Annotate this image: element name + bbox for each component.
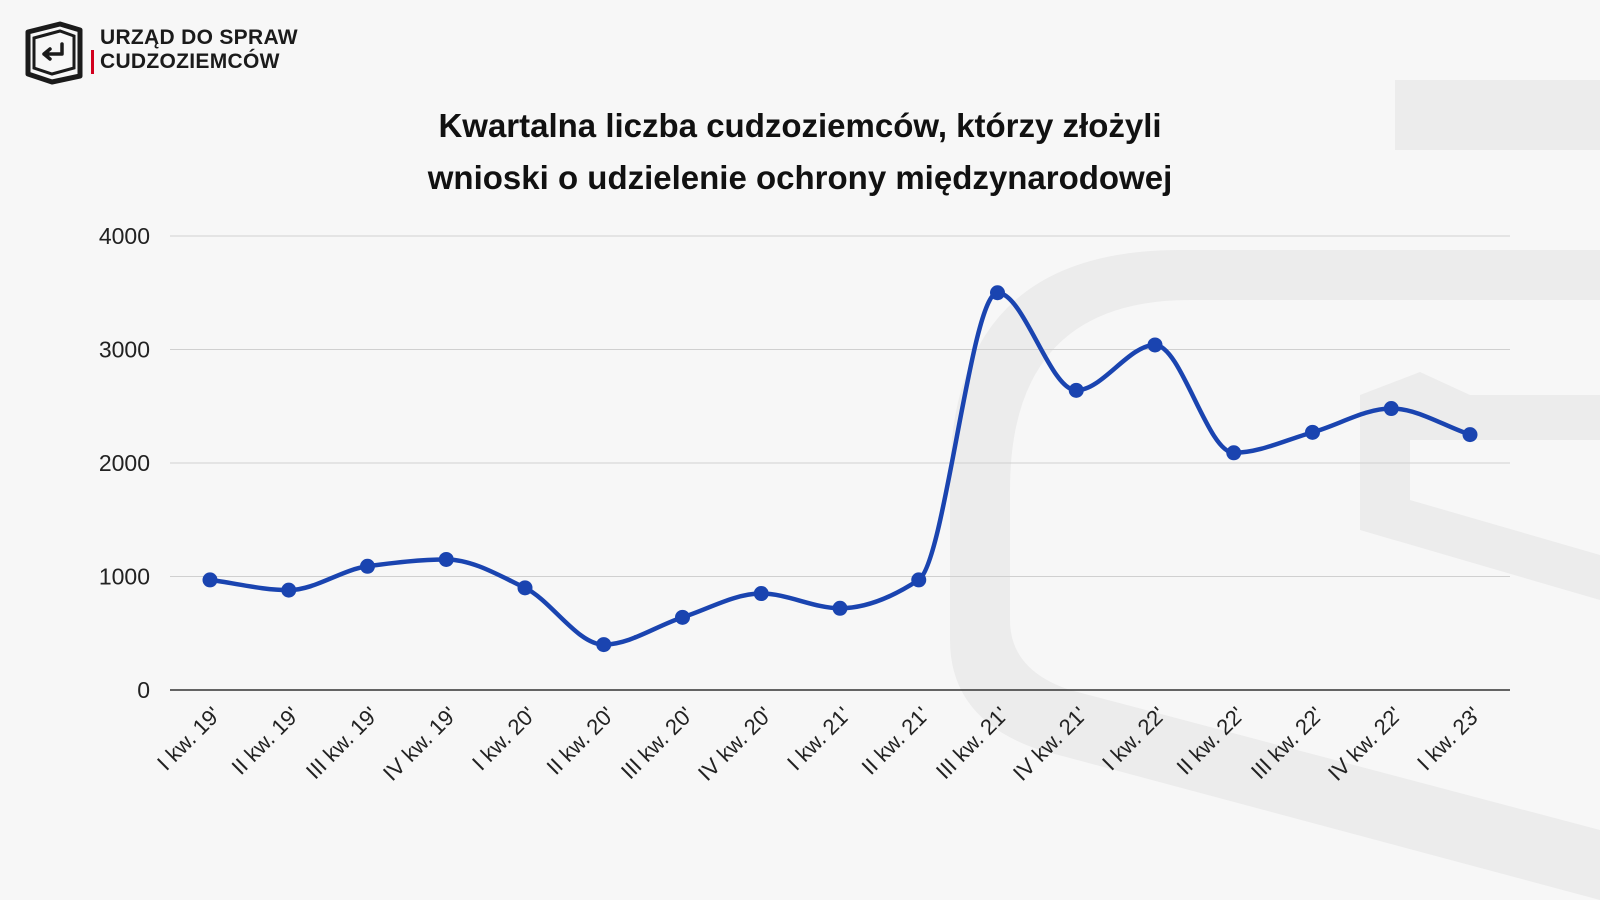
x-tick-label: III kw. 20' <box>616 702 698 784</box>
x-tick-label: III kw. 22' <box>1246 702 1328 784</box>
data-point <box>911 572 927 588</box>
grid-lines <box>170 235 1510 691</box>
data-point <box>1226 445 1242 461</box>
data-point <box>438 551 454 567</box>
data-point <box>517 580 533 596</box>
x-tick-label: I kw. 23' <box>1412 702 1485 775</box>
y-tick-label: 1000 <box>99 564 150 590</box>
x-tick-label: III kw. 21' <box>931 702 1013 784</box>
data-point <box>1305 424 1320 440</box>
logo-icon <box>25 21 83 85</box>
chart-title-line-2: wnioski o udzielenie ochrony międzynarod… <box>427 159 1173 196</box>
x-tick-label: II kw. 19' <box>227 702 305 780</box>
x-tick-label: IV kw. 21' <box>1008 702 1092 786</box>
x-tick-label: IV kw. 22' <box>1323 702 1407 786</box>
x-tick-label: III kw. 19' <box>301 702 383 784</box>
x-axis-tick-labels: I kw. 19' II kw. 19'III kw. 19'IV kw. 19'… <box>152 702 1485 786</box>
y-axis-tick-labels: 0 1000 2000 3000 4000 <box>99 223 150 703</box>
x-tick-label: I kw. 20' <box>467 702 540 775</box>
x-tick-label: II kw. 22' <box>1172 702 1250 780</box>
x-tick-label: I kw. 19' <box>152 702 225 775</box>
series-line-path <box>207 290 1473 647</box>
chart-title: Kwartalna liczba cudzoziemców, którzy zł… <box>0 100 1600 204</box>
data-point <box>832 600 848 616</box>
logo: URZĄD DO SPRAW CUDZOZIEMCÓW <box>22 18 322 88</box>
y-tick-label: 2000 <box>99 450 150 476</box>
data-point <box>990 285 1005 301</box>
chart-title-line-1: Kwartalna liczba cudzoziemców, którzy zł… <box>438 107 1162 144</box>
y-tick-label: 3000 <box>99 337 150 363</box>
x-tick-label: I kw. 21' <box>782 702 855 775</box>
data-point <box>753 586 769 602</box>
series-line <box>207 290 1473 647</box>
data-point <box>1068 382 1084 398</box>
logo-text-line-2: CUDZOZIEMCÓW <box>91 50 298 74</box>
data-point <box>1462 427 1478 443</box>
series-points <box>202 285 1478 653</box>
data-point <box>360 558 375 574</box>
x-tick-label: IV kw. 20' <box>693 702 777 786</box>
data-point <box>596 637 612 653</box>
x-tick-label: I kw. 22' <box>1097 702 1170 775</box>
y-tick-label: 0 <box>137 677 150 703</box>
data-point <box>675 609 690 625</box>
x-tick-label: II kw. 20' <box>542 702 620 780</box>
data-point <box>1383 401 1399 417</box>
x-tick-label: II kw. 21' <box>857 702 935 780</box>
y-tick-label: 4000 <box>99 223 150 249</box>
data-point <box>1147 337 1163 353</box>
x-tick-label: IV kw. 19' <box>378 702 462 786</box>
data-point <box>281 582 297 598</box>
data-point <box>202 572 218 588</box>
logo-text-line-1: URZĄD DO SPRAW <box>100 26 298 49</box>
